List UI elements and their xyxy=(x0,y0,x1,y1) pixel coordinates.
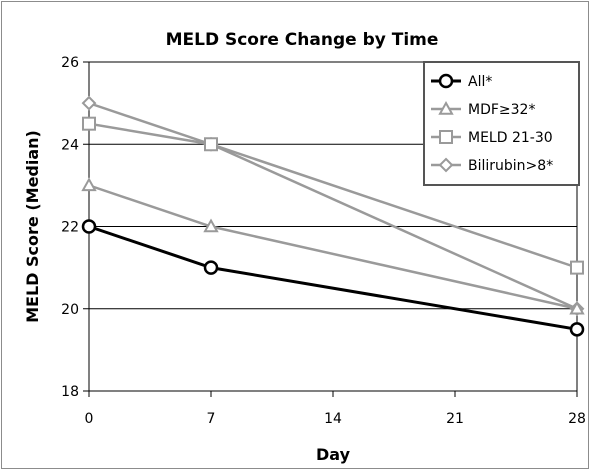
chart-title: MELD Score Change by Time xyxy=(166,30,439,50)
y-tick-label: 24 xyxy=(61,137,79,153)
data-point xyxy=(81,177,97,192)
data-point xyxy=(203,260,219,275)
x-tick-label: 28 xyxy=(568,411,586,427)
legend-item: MELD 21-30 xyxy=(431,130,553,146)
legend-label: All* xyxy=(468,74,492,90)
x-axis-ticks: 0 7 14 21 28 xyxy=(85,391,586,427)
series-2 xyxy=(82,116,584,275)
series-0 xyxy=(81,219,585,337)
y-tick-label: 22 xyxy=(61,220,79,236)
data-point xyxy=(569,300,585,315)
x-tick-label: 7 xyxy=(207,411,216,427)
x-tick-label: 21 xyxy=(446,411,464,427)
x-tick-label: 0 xyxy=(85,411,94,427)
legend-marker xyxy=(438,157,454,173)
data-point xyxy=(203,218,219,233)
y-tick-label: 26 xyxy=(61,55,79,71)
legend-marker xyxy=(439,130,453,144)
x-axis-label: Day xyxy=(316,445,351,464)
series-1 xyxy=(81,177,585,315)
data-point xyxy=(570,260,584,275)
legend-item: MDF≥32* xyxy=(431,100,535,118)
legend-label: MELD 21-30 xyxy=(468,130,553,146)
legend-label: Bilirubin>8* xyxy=(468,158,553,174)
y-axis-ticks: 18 20 22 24 26 xyxy=(61,55,89,400)
data-point xyxy=(81,95,97,111)
x-tick-label: 14 xyxy=(324,411,342,427)
y-tick-label: 18 xyxy=(61,384,79,400)
legend-marker xyxy=(438,100,454,115)
legend: All* MDF≥32* MELD 21-30 Bilirubin>8* xyxy=(423,61,580,186)
y-axis-label: MELD Score (Median) xyxy=(23,130,42,323)
legend-item: All* xyxy=(431,73,492,90)
y-tick-label: 20 xyxy=(61,302,79,318)
data-point xyxy=(81,219,97,234)
legend-item: Bilirubin>8* xyxy=(431,157,553,174)
legend-label: MDF≥32* xyxy=(468,102,535,118)
legend-marker xyxy=(438,73,454,89)
data-point xyxy=(204,137,218,152)
data-point xyxy=(82,116,96,131)
data-point xyxy=(569,322,585,337)
series-layer xyxy=(81,95,585,337)
series-line xyxy=(88,184,578,310)
